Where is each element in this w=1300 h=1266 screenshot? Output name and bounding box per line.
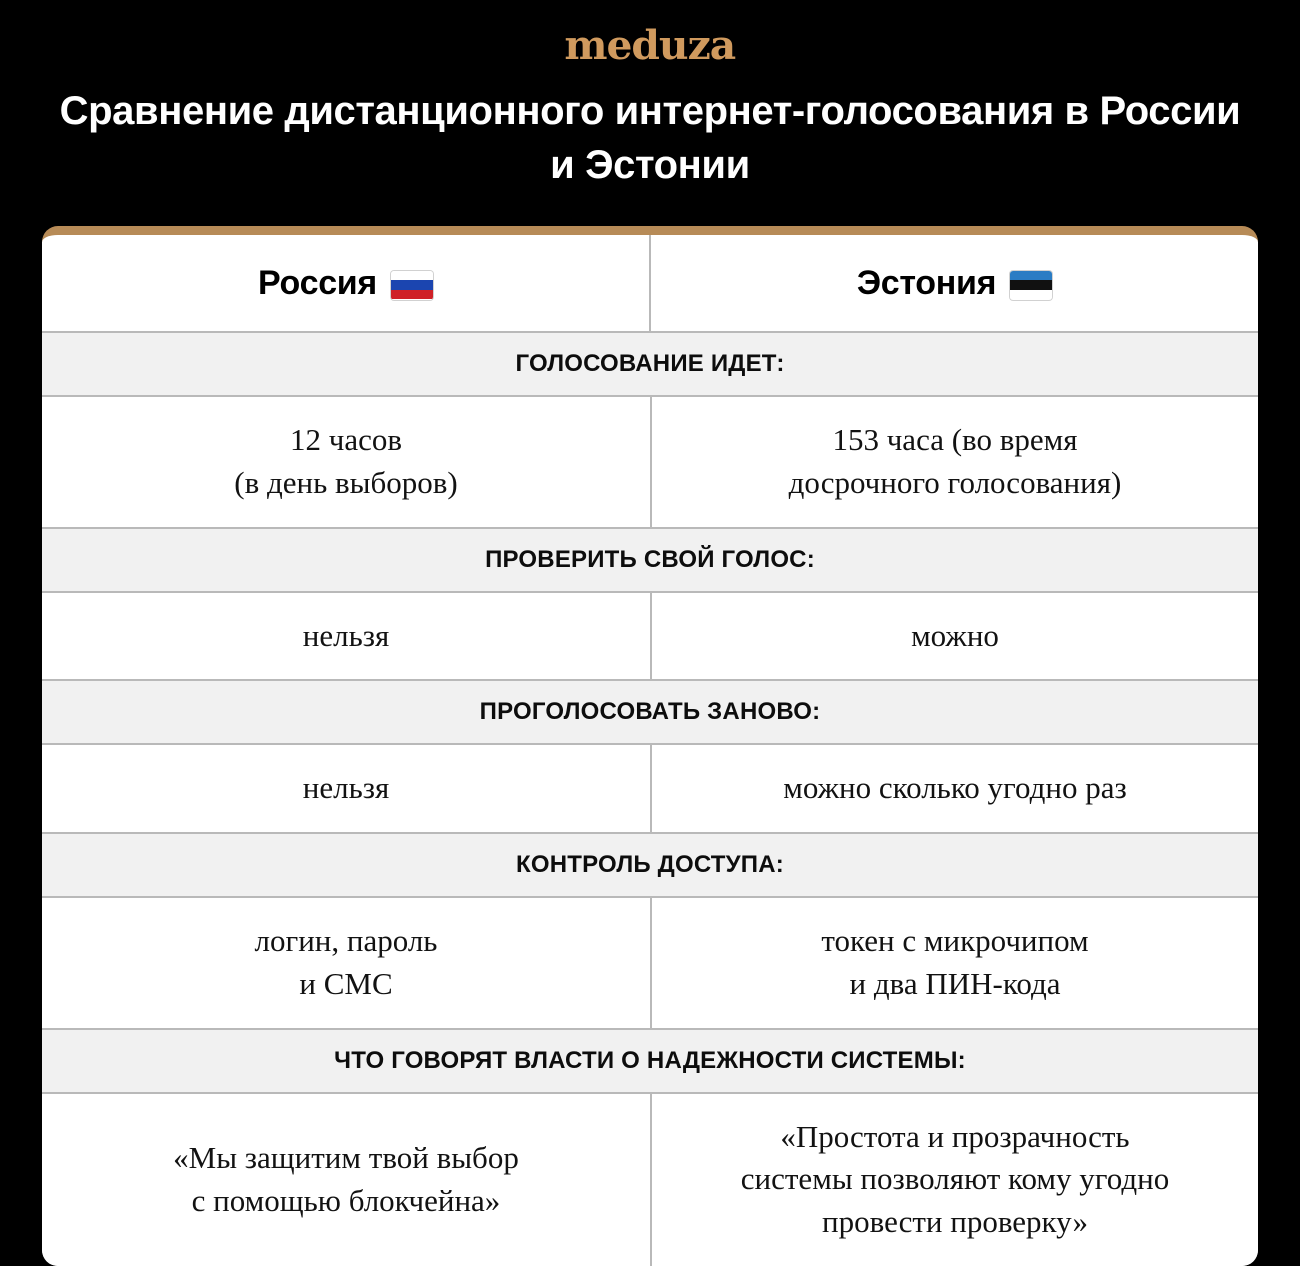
brand-header: meduza xyxy=(0,0,1300,66)
meduza-logo: meduza xyxy=(564,22,737,69)
cell-russia: нельзя xyxy=(302,617,390,653)
column-header-russia-label: Россия xyxy=(258,263,377,302)
table-row: логин, пароль и СМС токен с микрочипом и… xyxy=(42,898,1258,1028)
section-heading: ПРОГОЛОСОВАТЬ ЗАНОВО: xyxy=(42,679,1258,746)
section-heading: ГОЛОСОВАНИЕ ИДЕТ: xyxy=(42,331,1258,397)
cell-russia: «Мы защитим твой выбор с помощью блокчей… xyxy=(173,1139,519,1218)
table-row: нельзя можно сколько угодно раз xyxy=(42,745,1258,833)
section-heading: ЧТО ГОВОРЯТ ВЛАСТИ О НАДЕЖНОСТИ СИСТЕМЫ: xyxy=(42,1027,1258,1094)
column-header-estonia: Эстония xyxy=(649,235,1258,331)
cell-estonia: 153 часа (во время досрочного голосовани… xyxy=(650,397,1258,527)
section-heading: КОНТРОЛЬ ДОСТУПА: xyxy=(42,832,1258,899)
cell-estonia: можно сколько угодно раз xyxy=(650,745,1258,833)
table-row: нельзя можно xyxy=(42,592,1258,680)
column-header-russia: Россия xyxy=(42,235,649,331)
cell-estonia: токен с микрочипом и два ПИН-кода xyxy=(650,898,1258,1028)
cell-russia: нельзя xyxy=(302,770,390,806)
table-row: «Мы защитим твой выбор с помощью блокчей… xyxy=(42,1093,1258,1266)
table-header-row: Россия Эстония xyxy=(42,235,1258,331)
cell-estonia: можно xyxy=(650,592,1258,680)
page-title: Сравнение дистанционного интернет-голосо… xyxy=(59,89,1241,187)
cell-russia: логин, пароль и СМС xyxy=(254,923,438,1001)
column-header-estonia-label: Эстония xyxy=(856,263,997,302)
table-row: 12 часов (в день выборов) 153 часа (во в… xyxy=(42,397,1258,527)
flag-russia-icon xyxy=(390,270,433,300)
cell-estonia: «Простота и прозрачность системы позволя… xyxy=(650,1093,1258,1266)
flag-estonia-icon xyxy=(1010,270,1053,300)
comparison-table-card: Россия Эстония ГОЛОСОВАНИЕ ИДЕТ: 12 часо… xyxy=(42,226,1258,1266)
cell-russia: 12 часов (в день выборов) xyxy=(234,422,458,500)
section-heading: ПРОВЕРИТЬ СВОЙ ГОЛОС: xyxy=(42,526,1258,593)
